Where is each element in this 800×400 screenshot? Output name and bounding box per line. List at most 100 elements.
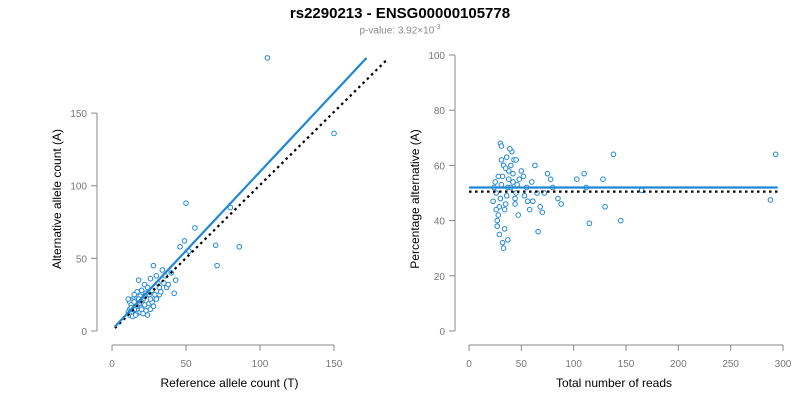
right-data-point xyxy=(501,226,508,232)
right-data-point xyxy=(505,176,512,182)
left-data-point xyxy=(171,290,177,297)
left-y-tick-label: 100 xyxy=(70,182,87,193)
right-data-point xyxy=(494,223,501,229)
right-data-point xyxy=(503,154,510,160)
left-data-point xyxy=(264,55,271,61)
left-data-point xyxy=(153,296,160,302)
right-data-point xyxy=(617,217,624,224)
right-data-point xyxy=(581,170,587,177)
right-y-tick-label: 60 xyxy=(434,161,446,172)
right-data-point xyxy=(532,162,538,169)
right-y-tick-label: 40 xyxy=(434,217,446,228)
right-x-tick-label: 150 xyxy=(618,359,635,370)
right-x-tick-label: 250 xyxy=(722,359,739,370)
left-data-point xyxy=(132,312,139,318)
left-scatter-panel: 0 50 100 150 0 50 100 150 Reference allele count… xyxy=(50,55,387,390)
right-data-point xyxy=(508,162,514,169)
left-data-point xyxy=(181,238,188,244)
right-data-point xyxy=(498,143,505,149)
right-data-point xyxy=(503,192,510,199)
right-data-point xyxy=(520,173,527,180)
right-x-tick-label: 0 xyxy=(466,359,472,370)
right-data-point xyxy=(772,151,779,158)
right-x-tick-label: 300 xyxy=(775,359,792,370)
right-data-point xyxy=(500,245,507,251)
p-value-exponent: -3 xyxy=(434,24,441,31)
left-y-tick-label: 50 xyxy=(76,254,88,265)
right-data-point xyxy=(521,192,528,199)
left-data-point xyxy=(150,303,157,310)
p-value-text: p-value: 3.92×10 xyxy=(359,25,435,37)
right-data-point xyxy=(530,198,536,205)
left-x-tick-label: 150 xyxy=(326,359,343,370)
right-data-point xyxy=(497,195,504,202)
right-data-point xyxy=(502,201,509,207)
right-data-point xyxy=(496,231,503,238)
left-data-point xyxy=(138,287,145,294)
left-y-tick-label: 0 xyxy=(81,327,87,338)
right-data-point xyxy=(501,206,508,213)
right-data-point xyxy=(602,204,608,210)
left-x-axis-label: Reference allele count (T) xyxy=(160,376,298,390)
left-data-point xyxy=(331,130,337,137)
left-data-point xyxy=(135,277,142,283)
right-data-point xyxy=(539,209,546,216)
right-y-tick-label: 0 xyxy=(439,327,445,338)
right-data-point xyxy=(513,157,519,163)
right-scatter-panel: 0 20 40 60 80 100 0 50 100 150 200 250 300 Total numb… xyxy=(408,51,792,390)
left-data-point xyxy=(147,296,154,302)
left-data-point xyxy=(172,277,179,283)
right-data-point xyxy=(494,217,501,224)
right-data-point xyxy=(518,168,525,174)
right-data-point xyxy=(512,201,518,207)
left-data-point xyxy=(144,312,151,318)
left-x-tick-label: 0 xyxy=(109,359,115,370)
left-y-tick-label: 150 xyxy=(70,109,87,120)
right-data-point xyxy=(499,239,506,246)
right-data-point xyxy=(610,151,617,158)
left-data-point xyxy=(140,310,146,317)
left-data-point xyxy=(227,204,234,211)
right-data-point xyxy=(537,204,543,210)
right-y-tick-label: 80 xyxy=(434,106,446,117)
right-data-point xyxy=(526,206,533,213)
right-y-tick-label: 20 xyxy=(434,272,446,283)
left-data-point xyxy=(183,200,189,206)
right-data-point xyxy=(493,206,500,213)
right-data-point xyxy=(600,176,606,182)
right-x-tick-label: 50 xyxy=(516,359,528,370)
right-data-point xyxy=(498,181,505,188)
right-data-point xyxy=(502,165,509,171)
left-data-point xyxy=(153,273,160,279)
left-data-point xyxy=(150,262,157,269)
right-y-axis-label: Percentage alternative (A) xyxy=(408,129,422,268)
right-data-point xyxy=(535,228,541,235)
right-data-point xyxy=(586,220,593,227)
chart-title: rs2290213 - ENSG00000105778 xyxy=(289,5,511,22)
right-data-point xyxy=(492,179,498,185)
right-data-point xyxy=(767,197,774,203)
left-data-point xyxy=(125,296,132,302)
right-data-point xyxy=(524,198,531,205)
left-data-point xyxy=(147,275,154,282)
right-y-tick-label: 100 xyxy=(428,51,445,62)
left-data-point xyxy=(158,288,164,295)
right-data-point xyxy=(555,195,561,202)
left-data-point xyxy=(131,299,137,305)
right-data-point xyxy=(507,146,513,152)
left-y-axis-label: Alternative allele count (A) xyxy=(50,129,64,269)
right-x-axis-label: Total number of reads xyxy=(556,376,672,390)
right-data-point xyxy=(544,170,551,177)
left-data-point xyxy=(212,242,219,249)
right-data-point xyxy=(498,157,505,163)
right-data-point xyxy=(516,176,523,182)
left-data-point xyxy=(165,281,172,288)
left-reference-line xyxy=(114,60,387,329)
left-data-point xyxy=(144,284,151,291)
right-data-point xyxy=(529,179,535,185)
left-data-point xyxy=(177,243,183,250)
right-data-point xyxy=(515,212,521,218)
left-x-tick-label: 100 xyxy=(252,359,269,370)
right-data-point xyxy=(510,179,516,185)
